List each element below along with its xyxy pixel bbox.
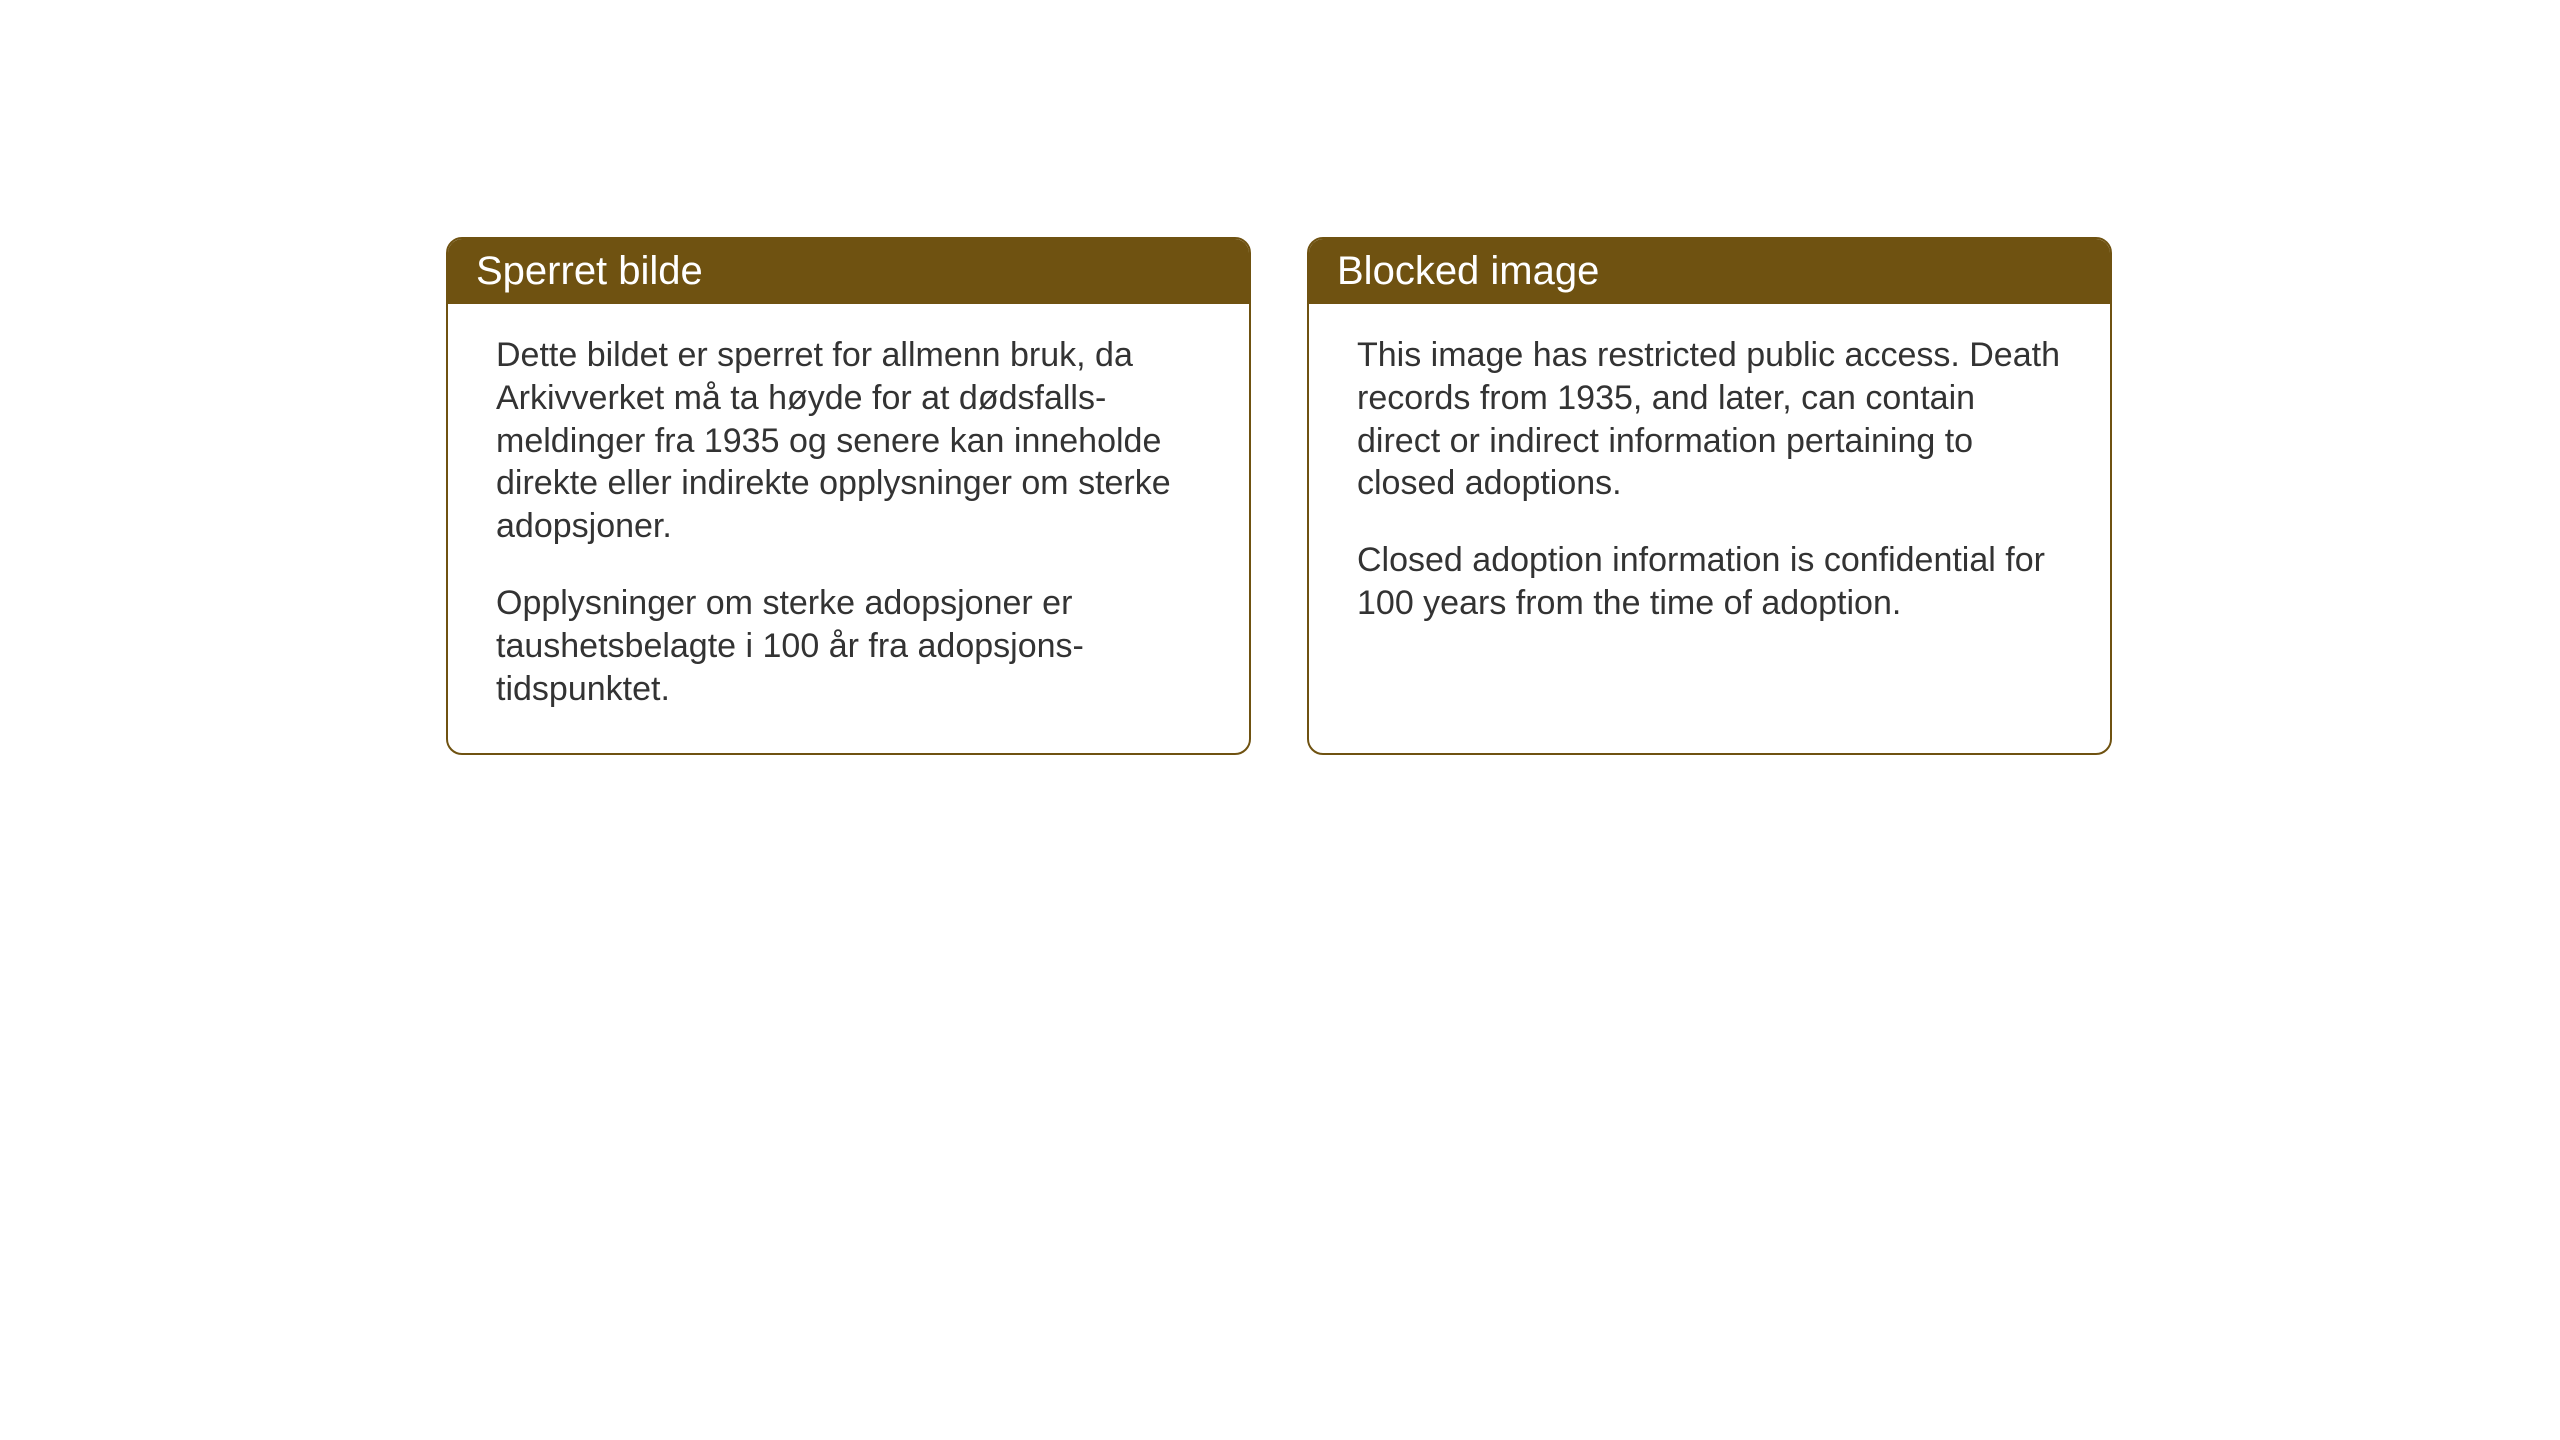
paragraph-2-norwegian: Opplysninger om sterke adopsjoner er tau… [496,582,1201,710]
notice-card-norwegian: Sperret bilde Dette bildet er sperret fo… [446,237,1251,755]
notice-card-english: Blocked image This image has restricted … [1307,237,2112,755]
card-body-english: This image has restricted public access.… [1309,304,2110,667]
notice-container: Sperret bilde Dette bildet er sperret fo… [446,237,2112,755]
paragraph-1-english: This image has restricted public access.… [1357,334,2062,505]
card-header-norwegian: Sperret bilde [448,239,1249,304]
card-body-norwegian: Dette bildet er sperret for allmenn bruk… [448,304,1249,753]
card-header-english: Blocked image [1309,239,2110,304]
paragraph-2-english: Closed adoption information is confident… [1357,539,2062,625]
paragraph-1-norwegian: Dette bildet er sperret for allmenn bruk… [496,334,1201,548]
